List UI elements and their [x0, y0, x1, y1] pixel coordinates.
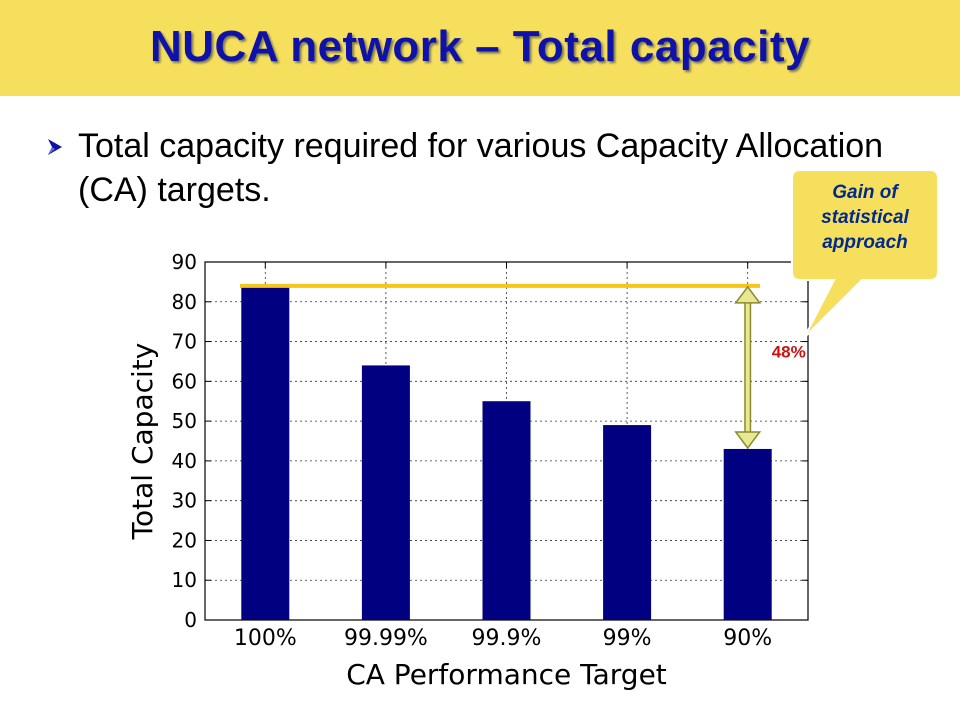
y-tick-label: 30 — [172, 489, 197, 513]
bullet-arrow-icon — [48, 139, 62, 155]
y-axis-title: Total Capacity — [126, 343, 159, 541]
bullet-text: Total capacity required for various Capa… — [78, 127, 884, 209]
y-tick-label: 70 — [172, 330, 197, 354]
slide-title: NUCA network – Total capacity — [150, 22, 810, 71]
x-tick-label: 99.9% — [472, 626, 542, 651]
y-tick-label: 60 — [172, 369, 197, 393]
y-tick-label: 0 — [184, 608, 197, 632]
y-tick-label: 10 — [172, 568, 197, 592]
bar — [482, 401, 531, 620]
x-tick-label: 99.99% — [344, 626, 428, 651]
callout-bubble — [791, 169, 939, 338]
callout-line-1: Gain of — [832, 182, 898, 203]
bar — [723, 448, 772, 620]
y-tick-label: 80 — [172, 290, 197, 314]
x-tick-label: 100% — [234, 626, 297, 651]
callout-text: Gain of statistical approach — [794, 180, 936, 255]
bar — [603, 425, 652, 620]
bar — [241, 285, 290, 620]
y-tick-label: 40 — [172, 449, 197, 473]
span-arrow-head-bottom — [734, 431, 762, 450]
x-tick-label: 99% — [603, 626, 652, 651]
x-axis-title: CA Performance Target — [346, 658, 667, 691]
y-tick-label: 50 — [172, 409, 197, 433]
annotation-label: 48% — [772, 342, 806, 361]
callout-line-2: statistical — [821, 207, 909, 228]
title-band — [0, 0, 960, 96]
span-arrow-head-top — [734, 285, 762, 304]
y-tick-label: 20 — [172, 528, 197, 552]
bar — [361, 365, 410, 620]
y-tick-label: 90 — [172, 250, 197, 274]
x-tick-label: 90% — [723, 626, 772, 651]
callout-line-3: approach — [822, 232, 908, 253]
